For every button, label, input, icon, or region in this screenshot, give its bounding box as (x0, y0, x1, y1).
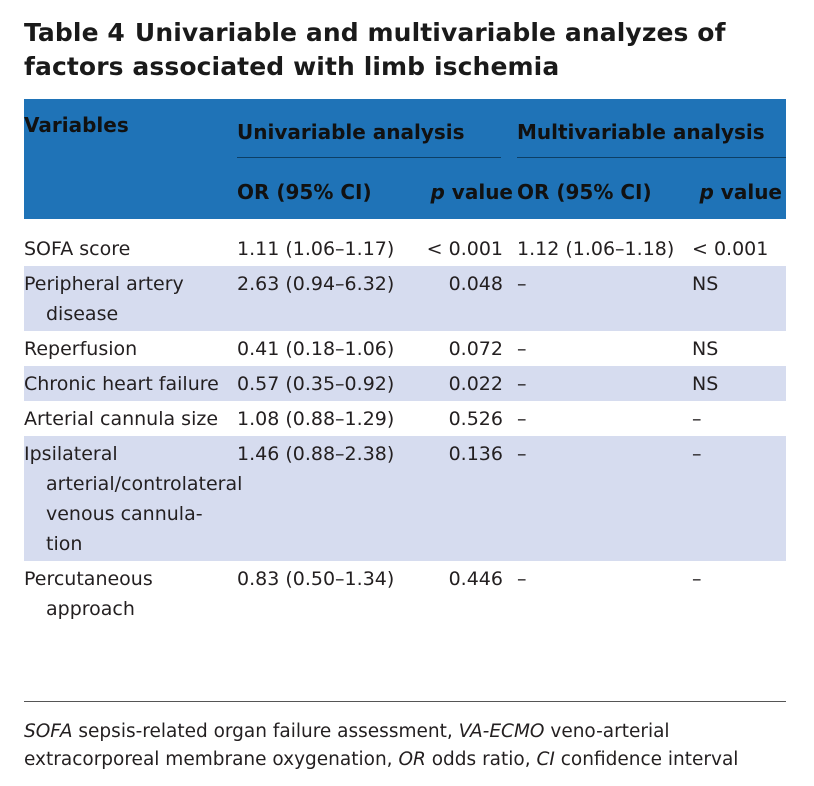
cell-uni-or: 0.57 (0.35–0.92) (237, 366, 421, 401)
cell-uni-p: 0.022 (421, 366, 517, 401)
cell-uni-or: 1.08 (0.88–1.29) (237, 408, 395, 430)
cell-multi-or: – (517, 436, 692, 561)
header-spacer (24, 219, 786, 231)
header-multi-p-italic: p (699, 180, 714, 204)
header-empty (24, 165, 237, 219)
cell-uni-or: 1.46 (0.88–2.38) (237, 436, 421, 561)
cell-uni-or: 0.41 (0.18–1.06) (237, 338, 395, 360)
table-footnote: SOFA sepsis-related organ failure assess… (24, 718, 804, 774)
header-multi-p: p value (692, 165, 786, 219)
table-row: Arterial cannula size 1.08 (0.88–1.29) 0… (24, 401, 786, 436)
header-uni-p-italic: p (430, 180, 445, 204)
table-title: Table 4 Univariable and multivariable ana… (24, 16, 804, 84)
table-row: Ipsilateral arterial/controlateral venou… (24, 436, 786, 561)
cell-variable: SOFA score (24, 238, 131, 260)
cell-uni-p: 0.072 (448, 338, 503, 360)
cell-uni-p: 0.048 (421, 266, 517, 331)
footnote-def-sofa: sepsis-related organ failure assessment, (72, 721, 459, 742)
footnote-term-sofa: SOFA (24, 721, 73, 742)
footnote-def-or: odds ratio, (425, 749, 537, 770)
cell-multi-or: – (517, 568, 527, 590)
table-bottom-rule (24, 701, 786, 702)
table-row: SOFA score 1.11 (1.06–1.17) < 0.001 1.12… (24, 231, 786, 266)
header-uni-p: p value (421, 165, 517, 219)
table-caption: Univariable and multivariable analyzes o… (24, 18, 726, 81)
table-row: Chronic heart failure 0.57 (0.35–0.92) 0… (24, 366, 786, 401)
table-row: Reperfusion 0.41 (0.18–1.06) 0.072 – NS (24, 331, 786, 366)
cell-multi-p: NS (692, 366, 786, 401)
cell-multi-p: – (692, 436, 786, 561)
cell-uni-or: 0.83 (0.50–1.34) (237, 568, 395, 590)
cell-multi-or: – (517, 408, 527, 430)
header-univariable-group: Univariable analysis (237, 99, 517, 165)
cell-uni-p: 0.526 (448, 408, 503, 430)
header-multivariable-rule (517, 157, 786, 158)
header-univariable-rule (237, 157, 501, 158)
cell-multi-p: – (692, 408, 702, 430)
cell-variable: Chronic heart failure (24, 366, 237, 401)
footnote-def-ci: confidence interval (554, 749, 739, 770)
cell-multi-p: NS (692, 266, 786, 331)
header-row-columns: OR (95% CI) p value OR (95% CI) p value (24, 165, 786, 219)
cell-variable: Ipsilateral arterial/controlateral venou… (24, 436, 242, 561)
header-multivariable-group: Multivariable analysis (517, 99, 786, 165)
header-multi-or: OR (95% CI) (517, 180, 652, 204)
cell-uni-or: 2.63 (0.94–6.32) (237, 266, 421, 331)
table-number: Table 4 (24, 18, 125, 47)
header-uni-p-rest: value (444, 180, 513, 204)
header-multi-p-rest: value (713, 180, 782, 204)
header-univariable: Univariable analysis (237, 120, 465, 144)
cell-multi-or: – (517, 266, 692, 331)
header-uni-or: OR (95% CI) (237, 180, 372, 204)
cell-variable: Percutaneous approach (24, 568, 153, 620)
cell-multi-p: NS (692, 338, 719, 360)
header-row-groups: Variables Univariable analysis Multivari… (24, 99, 786, 165)
header-multivariable: Multivariable analysis (517, 120, 765, 144)
cell-uni-or: 1.11 (1.06–1.17) (237, 238, 395, 260)
cell-multi-p: – (692, 568, 702, 590)
table-row: Percutaneous approach 0.83 (0.50–1.34) 0… (24, 561, 786, 626)
footnote-term-or: OR (398, 749, 426, 770)
cell-uni-p: < 0.001 (426, 238, 503, 260)
cell-variable: Reperfusion (24, 338, 138, 360)
cell-multi-or: 1.12 (1.06–1.18) (517, 238, 675, 260)
cell-uni-p: 0.446 (448, 568, 503, 590)
cell-variable: Peripheral artery disease (24, 266, 237, 331)
cell-multi-or: – (517, 366, 692, 401)
footnote-term-vaecmo: VA-ECMO (458, 721, 545, 742)
header-variables: Variables (24, 113, 129, 137)
cell-multi-or: – (517, 338, 527, 360)
cell-multi-p: < 0.001 (692, 238, 769, 260)
cell-uni-p: 0.136 (421, 436, 517, 561)
footnote-term-ci: CI (536, 749, 555, 770)
table-row: Peripheral artery disease 2.63 (0.94–6.3… (24, 266, 786, 331)
results-table: Variables Univariable analysis Multivari… (24, 99, 786, 626)
cell-variable: Arterial cannula size (24, 408, 219, 430)
footnote-def-vaecmo: veno-arterial extracorporeal membrane ox… (24, 721, 670, 770)
